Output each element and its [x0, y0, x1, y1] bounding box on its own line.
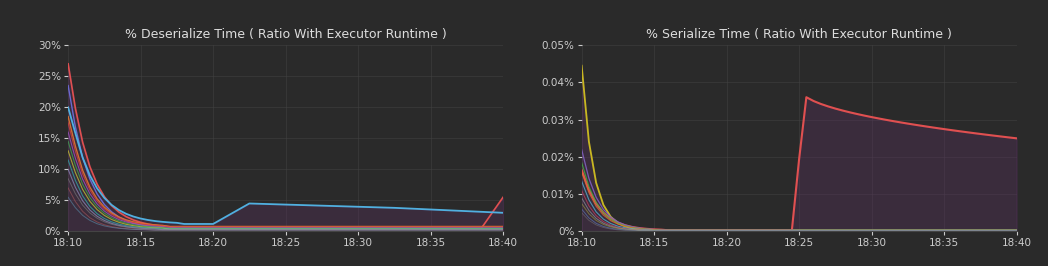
Title: % Serialize Time ( Ratio With Executor Runtime ): % Serialize Time ( Ratio With Executor R… [647, 28, 952, 41]
Title: % Deserialize Time ( Ratio With Executor Runtime ): % Deserialize Time ( Ratio With Executor… [125, 28, 446, 41]
